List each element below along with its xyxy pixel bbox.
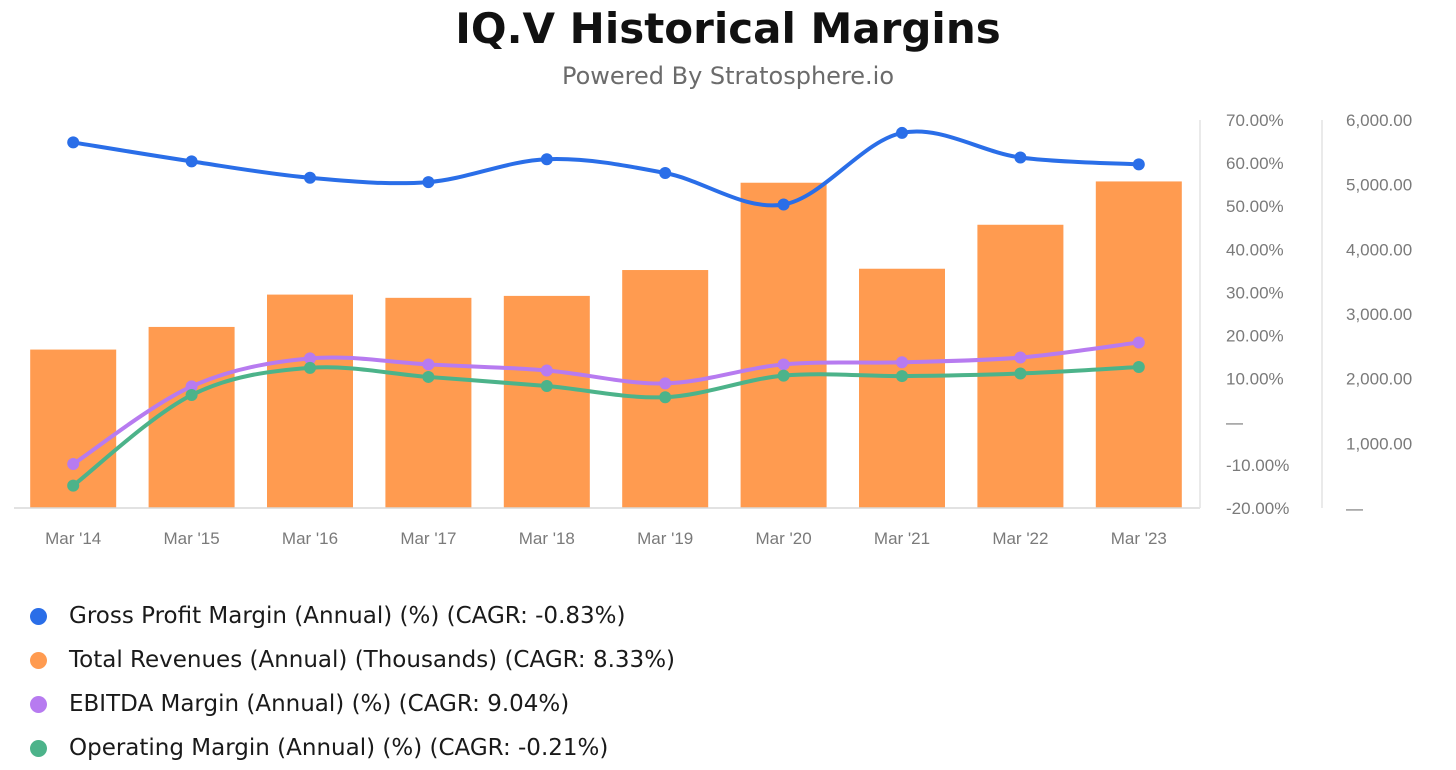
left-y-tick-label: 50.00% — [1226, 197, 1284, 216]
ebitda-margin-point — [777, 358, 790, 371]
legend-label-gross-profit-margin: Gross Profit Margin (Annual) (%) (CAGR: … — [69, 603, 626, 629]
revenue-bar — [267, 294, 353, 508]
right-y-tick-label: — — [1346, 499, 1363, 518]
ebitda-margin-point — [185, 380, 198, 393]
operating-margin-point — [1132, 361, 1145, 374]
x-tick-label: Mar '19 — [637, 529, 693, 548]
x-tick-label: Mar '15 — [164, 529, 220, 548]
left-y-tick-label: 20.00% — [1226, 327, 1284, 346]
operating-margin-point — [659, 391, 672, 404]
left-y-tick-label: -20.00% — [1226, 499, 1289, 518]
right-y-tick-label: 4,000.00 — [1346, 240, 1412, 259]
left-y-tick-label: 30.00% — [1226, 283, 1284, 302]
gross-profit-margin-point — [777, 198, 790, 211]
x-tick-label: Mar '23 — [1111, 529, 1167, 548]
legend-item-gross-profit-margin[interactable]: Gross Profit Margin (Annual) (%) (CAGR: … — [30, 594, 675, 638]
left-y-tick-label: 10.00% — [1226, 370, 1284, 389]
legend-item-ebitda-margin[interactable]: EBITDA Margin (Annual) (%) (CAGR: 9.04%) — [30, 682, 675, 726]
x-tick-label: Mar '22 — [992, 529, 1048, 548]
legend-label-ebitda-margin: EBITDA Margin (Annual) (%) (CAGR: 9.04%) — [69, 691, 570, 717]
left-y-tick-label: 60.00% — [1226, 154, 1284, 173]
gross-profit-margin-point — [67, 136, 80, 149]
right-y-tick-label: 5,000.00 — [1346, 176, 1412, 195]
legend-label-total-revenues: Total Revenues (Annual) (Thousands) (CAG… — [69, 647, 676, 673]
gross-profit-margin-line — [71, 129, 1141, 208]
left-y-tick-label: 40.00% — [1226, 240, 1284, 259]
legend-dot-total-revenues — [30, 651, 47, 669]
x-tick-label: Mar '18 — [519, 529, 575, 548]
gross-profit-margin-point — [304, 171, 316, 184]
x-tick-label: Mar '20 — [756, 529, 812, 548]
right-y-tick-label: 1,000.00 — [1346, 434, 1412, 453]
legend-dot-operating-margin — [30, 739, 47, 757]
ebitda-margin-point — [422, 358, 435, 371]
chart-plot: Mar '14 Mar '15 Mar '16 Mar '17 Mar '18 Mar '… — [14, 111, 1412, 548]
revenue-bar — [148, 326, 235, 508]
revenue-bar — [503, 295, 590, 508]
x-tick-label: Mar '21 — [874, 529, 930, 548]
x-tick-label: Mar '14 — [45, 529, 101, 548]
right-y-tick-label: 3,000.00 — [1346, 305, 1412, 324]
x-tick-label: Mar '16 — [282, 529, 338, 548]
operating-margin-point — [304, 361, 316, 374]
revenue-bar — [977, 224, 1064, 508]
chart-title: IQ.V Historical Margins — [455, 4, 1001, 53]
chart-subtitle: Powered By Stratosphere.io — [561, 62, 895, 90]
ebitda-margin-point — [67, 458, 80, 471]
revenue-bar — [859, 268, 945, 508]
gross-profit-margin-point — [540, 153, 553, 166]
operating-margin-point — [185, 389, 198, 402]
right-y-tick-label: 6,000.00 — [1346, 111, 1412, 130]
gross-profit-margin-point — [1132, 158, 1145, 171]
x-tick-label: Mar '17 — [400, 529, 456, 548]
gross-profit-margin-point — [185, 155, 198, 168]
ebitda-margin-point — [1014, 351, 1027, 364]
gross-profit-margin-point — [422, 176, 435, 189]
ebitda-margin-line — [71, 340, 1141, 467]
operating-margin-line — [71, 365, 1141, 488]
left-y-tick-label: -10.00% — [1226, 456, 1289, 475]
right-y-tick-label: 2,000.00 — [1346, 370, 1412, 389]
gross-profit-margin-point — [659, 167, 672, 180]
legend-dot-ebitda-margin — [30, 695, 47, 713]
legend-item-total-revenues[interactable]: Total Revenues (Annual) (Thousands) (CAG… — [30, 638, 675, 682]
ebitda-margin-point — [896, 356, 908, 369]
revenue-bar — [385, 297, 472, 508]
operating-margin-point — [67, 479, 80, 492]
legend: Gross Profit Margin (Annual) (%) (CAGR: … — [30, 594, 675, 770]
ebitda-margin-point — [540, 364, 553, 377]
operating-margin-point — [777, 369, 790, 382]
revenue-bar — [740, 182, 827, 508]
legend-label-operating-margin: Operating Margin (Annual) (%) (CAGR: -0.… — [69, 735, 609, 761]
gross-profit-margin-point — [1014, 151, 1027, 164]
ebitda-margin-point — [659, 377, 672, 390]
legend-dot-gross-profit-margin — [30, 607, 47, 625]
operating-margin-point — [896, 370, 908, 383]
ebitda-margin-point — [1132, 336, 1145, 349]
ebitda-margin-point — [304, 352, 316, 365]
operating-margin-point — [422, 370, 435, 383]
legend-item-operating-margin[interactable]: Operating Margin (Annual) (%) (CAGR: -0.… — [30, 726, 675, 770]
operating-margin-point — [540, 379, 553, 392]
left-y-tick-label: 70.00% — [1226, 111, 1284, 130]
operating-margin-point — [1014, 367, 1027, 380]
gross-profit-margin-point — [896, 126, 908, 139]
left-y-tick-label: — — [1226, 413, 1243, 432]
